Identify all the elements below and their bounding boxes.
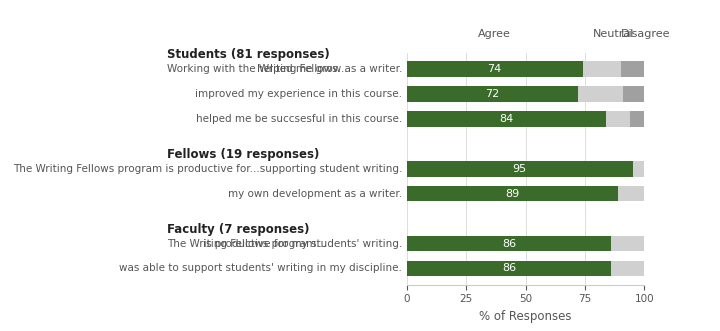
Text: Faculty (7 responses): Faculty (7 responses)	[167, 223, 310, 236]
Text: Neutral: Neutral	[593, 29, 634, 39]
Text: 95: 95	[513, 164, 527, 174]
Text: The Writing Fellows program...: The Writing Fellows program...	[167, 239, 326, 249]
Text: helped me be succsesful in this course.: helped me be succsesful in this course.	[196, 114, 402, 124]
Text: 72: 72	[485, 89, 500, 99]
Bar	[407, 86, 578, 102]
Bar	[582, 62, 621, 77]
Text: Working with the Writing Fellows...: Working with the Writing Fellows...	[167, 64, 348, 74]
Bar	[623, 86, 644, 102]
Bar	[407, 261, 611, 276]
Bar	[611, 236, 644, 251]
Bar	[407, 236, 611, 251]
X-axis label: % of Responses: % of Responses	[480, 310, 572, 323]
Bar	[621, 62, 644, 77]
Bar	[407, 161, 633, 176]
Bar	[407, 111, 606, 127]
Text: The Writing Fellows program is productive for...supporting student writing.: The Writing Fellows program is productiv…	[13, 164, 402, 174]
Bar	[407, 186, 618, 202]
Text: 89: 89	[505, 189, 520, 199]
Text: helped me grow as a writer.: helped me grow as a writer.	[256, 64, 402, 74]
Bar	[633, 161, 644, 176]
Text: 86: 86	[502, 239, 516, 249]
Text: is productive for my students' writing.: is productive for my students' writing.	[203, 239, 402, 249]
Bar	[618, 186, 644, 202]
Text: Agree: Agree	[478, 29, 511, 39]
Text: 84: 84	[500, 114, 513, 124]
Bar	[578, 86, 623, 102]
Bar	[611, 261, 644, 276]
Bar	[630, 111, 644, 127]
Text: 86: 86	[502, 263, 516, 273]
Text: Students (81 responses): Students (81 responses)	[167, 48, 330, 61]
Bar	[407, 62, 582, 77]
Text: Disagree: Disagree	[621, 29, 670, 39]
Text: Fellows (19 responses): Fellows (19 responses)	[167, 148, 319, 161]
Bar	[606, 111, 630, 127]
Text: improved my experience in this course.: improved my experience in this course.	[195, 89, 402, 99]
Text: 74: 74	[487, 64, 502, 74]
Text: my own development as a writer.: my own development as a writer.	[228, 189, 402, 199]
Text: was able to support students' writing in my discipline.: was able to support students' writing in…	[120, 263, 402, 273]
